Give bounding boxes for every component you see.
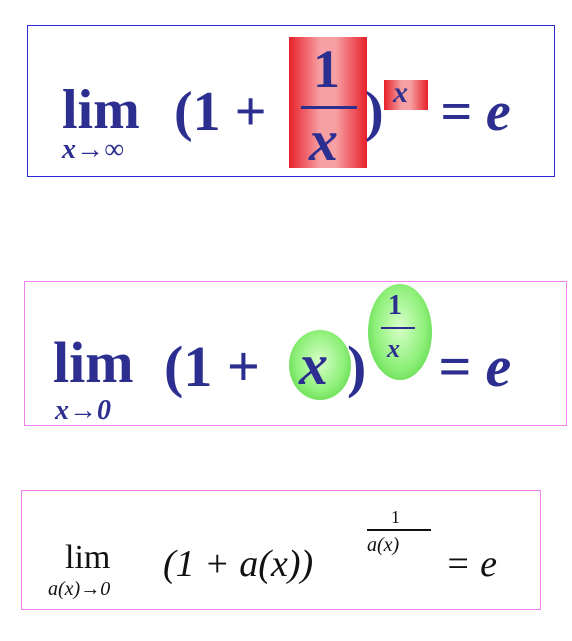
equals-e: = e: [438, 334, 512, 399]
exponent-numerator: 1: [388, 290, 402, 321]
lim-label: lim: [65, 539, 111, 576]
formula-body: (1 + a(x)): [163, 543, 314, 585]
exponent-highlight: [384, 80, 428, 110]
exponent-denominator: x: [387, 334, 400, 363]
fraction-denominator: x: [309, 108, 338, 173]
lim-subscript: x→∞: [62, 134, 124, 165]
inner-x: x: [299, 332, 328, 397]
formula-frame-1: [27, 25, 555, 177]
close-paren: ): [365, 81, 384, 143]
fraction-bar: [301, 106, 357, 109]
exponent-fraction-bar: [381, 327, 415, 329]
open-paren-one-plus: (1 +: [164, 334, 260, 399]
lim-label: lim: [53, 330, 134, 395]
fraction-numerator: 1: [313, 39, 340, 99]
equals-e: = e: [445, 543, 498, 585]
exponent-fraction-highlight: [368, 284, 432, 380]
equals-e: = e: [440, 81, 511, 143]
close-paren: ): [347, 334, 367, 399]
lim-label: lim: [62, 79, 140, 141]
lim-subscript: a(x)→0: [48, 578, 111, 600]
inner-x-highlight: [289, 330, 351, 400]
lim-subscript: x→0: [55, 395, 111, 426]
exponent-x: x: [393, 76, 408, 109]
formula-frame-3: [21, 490, 541, 610]
formula-frame-2: [24, 281, 567, 426]
fraction-highlight: [289, 37, 367, 168]
exponent-denominator: a(x): [367, 534, 400, 556]
exponent-fraction-bar: [367, 529, 431, 531]
exponent-numerator: 1: [391, 507, 400, 527]
open-paren-one-plus: (1 +: [174, 81, 267, 143]
